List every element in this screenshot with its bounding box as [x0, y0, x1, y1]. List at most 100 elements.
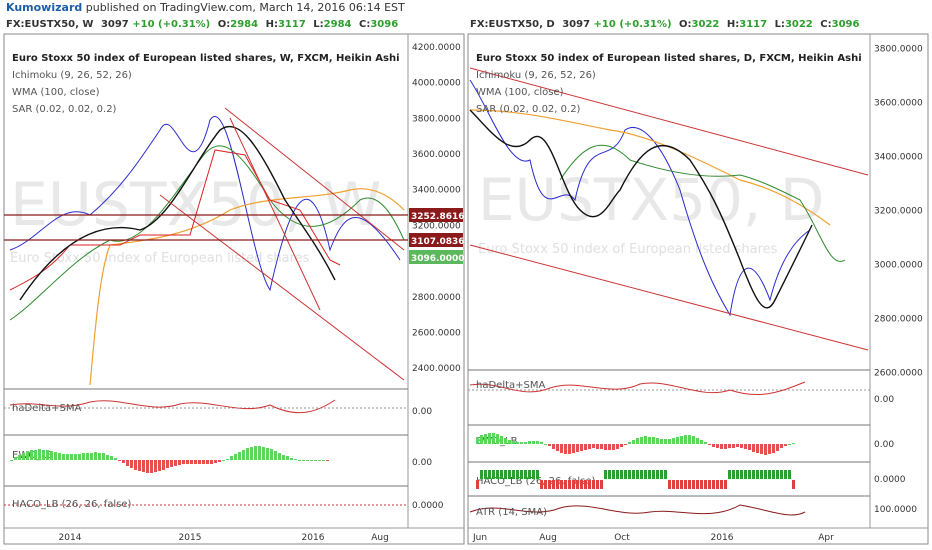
left-ewo-bar — [270, 449, 273, 460]
right-haco-bar — [604, 470, 607, 479]
right-ewo-bar — [740, 444, 743, 448]
left-price-tick: 4200.0000 — [412, 43, 461, 53]
right-haco-bar — [644, 470, 647, 479]
right-ewo-bar — [556, 444, 559, 451]
left-ewo-bar — [134, 460, 137, 470]
right-ewo-bar — [760, 444, 763, 454]
right-ewo-bar — [696, 438, 699, 444]
right-ewo-bar — [576, 444, 579, 452]
left-ewo-bar — [310, 460, 313, 461]
left-panel-frame — [3, 33, 465, 545]
left-high: 3117 — [277, 19, 306, 30]
right-haco-bar — [760, 470, 763, 479]
left-o-label: O: — [217, 19, 231, 30]
right-ewo-bar — [632, 440, 635, 444]
right-atr-line — [469, 504, 806, 516]
right-ewo-bar — [608, 444, 611, 450]
right-ewo-bar — [532, 441, 535, 444]
left-legend-item: SAR (0.02, 0.02, 0.2) — [12, 104, 117, 115]
right-haco-bar — [488, 470, 491, 479]
left-ewo-bar — [206, 460, 209, 464]
left-chikou-line — [9, 116, 401, 292]
right-low: 3022 — [784, 19, 813, 30]
right-haco-bar — [508, 470, 511, 479]
left-ewo-bar — [286, 456, 289, 460]
right-haco-bar — [724, 480, 727, 489]
right-ewo-bar — [644, 436, 647, 444]
right-ewo-bar — [656, 438, 659, 444]
right-ewo-bar — [564, 444, 567, 454]
left-ewo-bar — [174, 460, 177, 466]
right-ewo-bar — [756, 444, 759, 453]
left-ewo-bar — [190, 460, 193, 464]
right-ewo-bar — [652, 437, 655, 444]
left-subpanel-title: haDelta+SMA — [12, 403, 82, 414]
right-ewo-bar — [588, 444, 591, 449]
left-ewo-bar — [278, 453, 281, 460]
right-panel-frame — [467, 33, 929, 545]
right-haco-bar — [584, 480, 587, 489]
left-ewo-bar — [186, 460, 189, 464]
right-ewo-bar — [692, 436, 695, 444]
right-ewo-bar — [708, 444, 711, 445]
left-ewo-bar — [26, 451, 29, 460]
right-haco-bar — [752, 470, 755, 479]
right-haco-bar — [596, 480, 599, 489]
right-ewo-bar — [728, 444, 731, 448]
left-ewo-bar — [170, 460, 173, 467]
left-ewo-bar — [142, 460, 145, 472]
right-ewo-bar — [568, 444, 571, 454]
left-ewo-bar — [282, 455, 285, 460]
right-o-label: O: — [679, 19, 692, 30]
right-c-label: C: — [820, 19, 832, 30]
right-ewo-bar — [668, 439, 671, 444]
left-price-tag: 3096.0000 — [411, 254, 465, 264]
right-ewo-bar — [776, 444, 779, 451]
right-ewo-bar — [484, 434, 487, 444]
right-ewo-bar — [500, 436, 503, 444]
right-ewo-bar — [648, 437, 651, 444]
right-ewo-bar — [792, 443, 795, 444]
right-channel-bottom — [469, 244, 869, 351]
right-ewo-bar — [604, 444, 607, 450]
right-haco-bar — [696, 480, 699, 489]
right-ewo-bar — [640, 437, 643, 444]
left-ewo-bar — [222, 460, 225, 461]
right-ewo-bar — [700, 440, 703, 444]
right-haco-bar — [564, 480, 567, 489]
right-haco-bar — [540, 480, 543, 489]
right-ewo-bar — [768, 444, 771, 454]
right-ewo-bar — [736, 444, 739, 447]
right-haco-bar — [572, 480, 575, 489]
left-price-tick: 3800.0000 — [412, 114, 461, 124]
left-ewo-bar — [78, 454, 81, 460]
author-link[interactable]: Kumowizard — [6, 1, 83, 14]
left-wma-line — [89, 188, 405, 386]
left-symbol[interactable]: FX:EUSTX50, W — [6, 19, 94, 30]
right-haco-bar — [672, 480, 675, 489]
left-hadelta-line — [9, 399, 336, 414]
right-haco-bar — [768, 470, 771, 479]
right-symbol[interactable]: FX:EUSTX50, D — [470, 19, 555, 30]
right-haco-bar — [496, 470, 499, 479]
left-ewo-bar — [210, 460, 213, 464]
right-haco-bar — [632, 470, 635, 479]
right-haco-bar — [636, 470, 639, 479]
right-haco-bar — [532, 470, 535, 479]
right-time-tick: Jun — [472, 533, 487, 543]
right-haco-bar — [556, 480, 559, 489]
right-ewo-bar — [548, 444, 551, 446]
right-time-tick: Aug — [539, 533, 557, 543]
right-ewo-bar — [612, 444, 615, 450]
right-haco-bar — [748, 470, 751, 479]
left-ewo-bar — [50, 451, 53, 460]
left-ewo-bar — [302, 460, 305, 461]
left-ewo-bar — [162, 460, 165, 470]
left-ewo-bar — [294, 459, 297, 460]
left-price-tag: 3252.8616 — [411, 212, 465, 222]
right-ewo-bar — [560, 444, 563, 453]
right-ewo-bar — [780, 444, 783, 448]
left-ewo-bar — [266, 448, 269, 460]
